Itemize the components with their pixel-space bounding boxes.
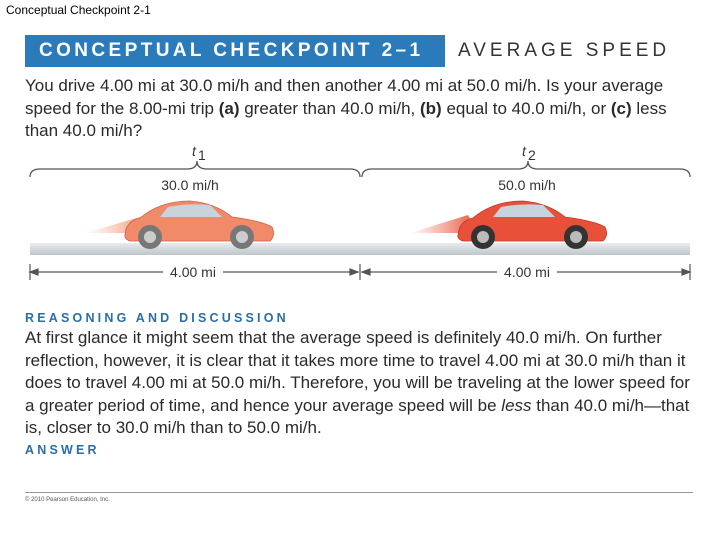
text: At first glance it might seem that the a… (25, 328, 690, 415)
road (30, 243, 690, 255)
question: You drive 4.00 mi at 30.0 mi/h and then … (25, 75, 695, 143)
time-var: t (192, 143, 197, 159)
text: greater than 40.0 mi/h, (239, 98, 420, 118)
rule (25, 492, 693, 493)
section-heading: ANSWER (25, 443, 100, 457)
time-var: t (522, 143, 527, 159)
topic: AVERAGE SPEED (458, 40, 671, 61)
figure: t 1 t 2 30.0 mi/h 50.0 mi/h 4.00 mi 4.00… (28, 143, 692, 281)
option: (a) (218, 98, 240, 118)
text: less than 40.0 mi/h? (25, 98, 667, 141)
section-heading: REASONING AND DISCUSSION (25, 311, 289, 325)
distance-arrows (28, 264, 692, 280)
time-sub: 1 (198, 147, 206, 163)
text: than 40.0 mi/h—that is, closer to 30.0 m… (25, 395, 690, 438)
brace (29, 160, 361, 178)
car-slow (85, 200, 274, 249)
text: You drive 4.00 mi at 30.0 mi/h and then … (25, 76, 664, 118)
distance-label: 4.00 mi (170, 264, 216, 280)
copyright: © 2010 Pearson Education, Inc. (25, 497, 110, 503)
checkpoint-label: CONCEPTUAL CHECKPOINT 2–1 (25, 35, 445, 67)
option: (c) (610, 98, 632, 118)
speed-label: 50.0 mi/h (498, 177, 556, 193)
time-sub: 2 (528, 147, 536, 163)
option: (b) (420, 98, 442, 118)
reasoning-text: At first glance it might seem that the a… (25, 327, 695, 440)
text: equal to 40.0 mi/h, or (441, 98, 611, 118)
slide-title: Conceptual Checkpoint 2-1 (6, 3, 151, 17)
emphasis: less (501, 395, 532, 415)
distance-label: 4.00 mi (504, 264, 550, 280)
speed-label: 30.0 mi/h (161, 177, 219, 193)
brace (361, 160, 691, 178)
car-fast (410, 200, 607, 249)
